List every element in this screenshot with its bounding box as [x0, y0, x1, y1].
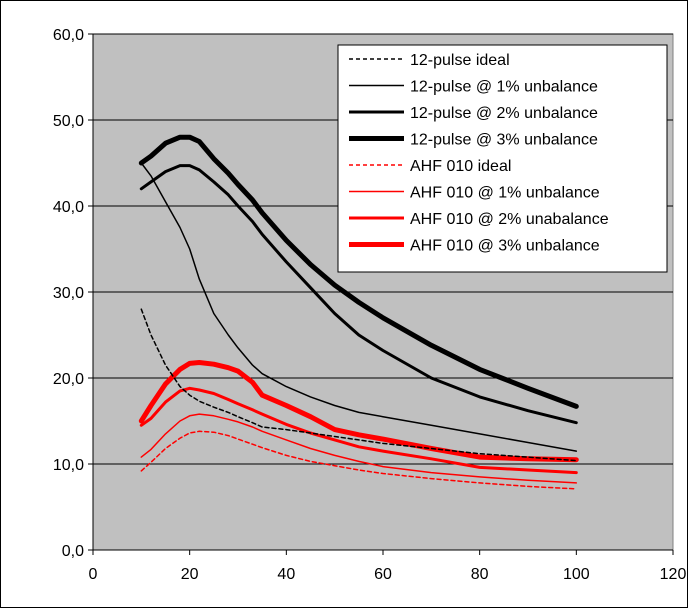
series-line-4 [138, 134, 579, 409]
y-tick-label: 40,0 [53, 199, 84, 216]
legend-box [337, 44, 668, 273]
legend-label: AHF 010 @ 3% unbalance [410, 238, 600, 255]
legend-label: 12-pulse @ 1% unbalance [410, 79, 598, 96]
series-line-5 [140, 430, 578, 490]
x-tick-label: 80 [471, 566, 489, 583]
x-tick-label: 40 [277, 566, 295, 583]
legend-label: AHF 010 ideal [410, 158, 511, 175]
series-line-7 [139, 386, 578, 475]
x-tick-label: 100 [563, 566, 590, 583]
y-tick-label: 10,0 [53, 457, 84, 474]
y-tick-label: 0,0 [62, 543, 84, 560]
legend-label: 12-pulse ideal [410, 52, 510, 69]
x-tick-label: 20 [181, 566, 199, 583]
x-tick-label: 120 [660, 566, 687, 583]
y-tick-label: 60,0 [53, 27, 84, 44]
tick-layer: 0,0 10,0 20,0 30,0 40,0 50,0 60,0 0 20 40 60 80 100 1… [53, 27, 687, 583]
y-tick-label: 50,0 [53, 113, 84, 130]
series-line-8 [138, 360, 579, 463]
legend-label: 12-pulse @ 3% unbalance [410, 132, 598, 149]
legend: 12-pulse ideal 12-pulse @ 1% unbalance 12-… [337, 44, 668, 273]
series-layer [138, 134, 579, 490]
x-tick-label: 60 [374, 566, 392, 583]
legend-label: AHF 010 @ 1% unbalance [410, 185, 600, 202]
legend-label: 12-pulse @ 2% unbalance [410, 105, 598, 122]
series-line-3 [139, 164, 578, 425]
legend-label: AHF 010 @ 2% unabalance [410, 211, 609, 228]
series-line-2 [140, 162, 578, 452]
x-tick-label: 0 [89, 566, 98, 583]
y-tick-label: 20,0 [53, 371, 84, 388]
series-line-6 [140, 413, 578, 484]
y-tick-label: 30,0 [53, 285, 84, 302]
